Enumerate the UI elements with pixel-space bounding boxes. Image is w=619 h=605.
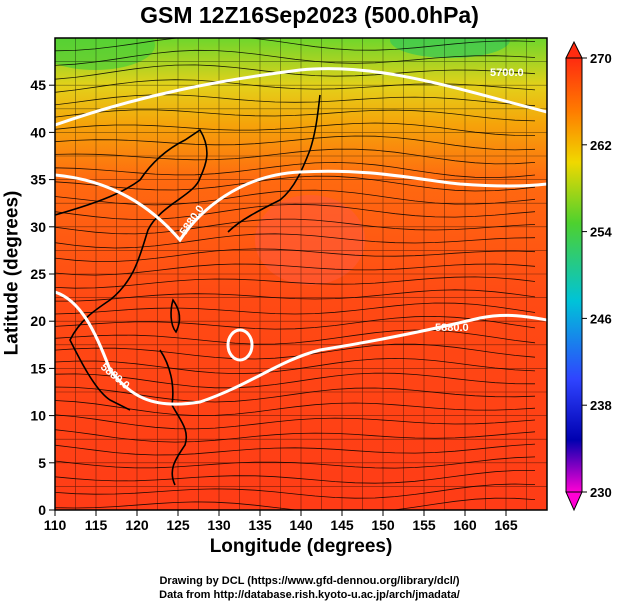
streamline: [55, 203, 536, 220]
y-tick-label: 30: [30, 219, 46, 235]
colorbar: 270 262 254 246 238 230: [565, 40, 612, 512]
streamline: [55, 302, 536, 315]
streamline: [55, 161, 536, 179]
colorbar-tick-label: 238: [590, 398, 612, 413]
coastline-japan: [227, 94, 321, 233]
contour-5880-cell: [226, 328, 254, 362]
cold-region-nw: [55, 38, 155, 70]
x-tick-label: 160: [453, 517, 477, 533]
streamline: [55, 470, 536, 484]
y-tick-label: 0: [38, 502, 46, 518]
contour-5700: [55, 67, 547, 127]
streamline: [55, 456, 536, 469]
lat-lon-grid: [55, 38, 547, 510]
streamline: [55, 329, 536, 345]
x-tick-label: 115: [85, 517, 108, 533]
y-tick-label: 5: [38, 455, 46, 471]
colorbar-tick-label: 246: [590, 311, 612, 326]
streamline: [55, 248, 536, 262]
y-tick-label: 15: [30, 360, 46, 376]
colorbar-tick-label: 262: [590, 138, 612, 153]
cold-region-ne: [390, 38, 510, 58]
x-tick-label: 120: [125, 517, 149, 533]
x-axis: 110 115 120 125 130 135 140 145 150 155 160 165: [44, 510, 518, 533]
streamline: [55, 483, 536, 499]
warm-anomaly: [255, 195, 365, 285]
y-axis-label: Latitude (degrees): [1, 190, 23, 356]
streamline: [55, 109, 536, 122]
streamline: [55, 94, 536, 107]
x-tick-label: 140: [289, 517, 313, 533]
colorbar-tick-label: 230: [590, 485, 612, 500]
credit-drawing: Drawing by DCL (https://www.gfd-dennou.o…: [159, 575, 460, 587]
streamline: [55, 289, 536, 302]
streamline: [55, 175, 536, 192]
x-tick-label: 125: [166, 517, 190, 533]
y-tick-label: 20: [30, 313, 46, 329]
x-tick-label: 165: [494, 517, 518, 533]
streamline: [55, 429, 536, 443]
chart-title: GSM 12Z16Sep2023 (500.0hPa): [140, 2, 479, 28]
contour-label-5700: 5700.0: [490, 67, 524, 79]
streamline: [55, 79, 536, 93]
streamline: [55, 414, 536, 430]
x-axis-label: Longitude (degrees): [209, 536, 393, 557]
streamline: [55, 386, 536, 403]
streamline: [55, 38, 536, 52]
streamline: [55, 263, 536, 276]
streamline: [55, 148, 536, 165]
contour-label-5880-b: 5880.0: [435, 322, 469, 334]
x-tick-label: 110: [44, 517, 67, 533]
y-tick-label: 40: [30, 124, 46, 140]
coastline-philippines: [159, 349, 188, 486]
wind-streamlines: [55, 38, 536, 510]
x-tick-label: 145: [330, 517, 354, 533]
y-tick-label: 45: [30, 77, 46, 93]
coastline-taiwan: [170, 298, 181, 334]
colorbar-tick-label: 270: [590, 51, 612, 66]
streamline: [55, 233, 536, 249]
contour-5880-north: [55, 169, 547, 243]
x-tick-label: 130: [207, 517, 231, 533]
streamline: [55, 497, 536, 510]
streamline: [55, 135, 536, 151]
colorbar-tick-label: 254: [590, 225, 612, 240]
streamline: [55, 189, 536, 206]
credit-data: Data from http://database.rish.kyoto-u.a…: [159, 589, 460, 601]
streamline: [55, 276, 536, 289]
x-tick-label: 155: [412, 517, 436, 533]
streamline: [55, 357, 536, 375]
contour-5880-south: [55, 290, 547, 406]
streamline: [55, 372, 536, 389]
colorbar-gradient: [565, 57, 583, 493]
colorbar-min-arrow: [565, 491, 583, 512]
y-axis: 0 5 10 15 20 25 30 35 40 45: [30, 77, 55, 518]
streamline: [55, 343, 536, 360]
coastline-asia: [55, 128, 208, 411]
x-tick-label: 150: [371, 517, 395, 533]
streamline: [55, 315, 536, 330]
streamline: [55, 122, 536, 136]
y-tick-label: 10: [30, 408, 46, 424]
y-tick-label: 25: [30, 266, 46, 282]
streamline: [55, 443, 536, 456]
y-tick-label: 35: [30, 172, 46, 188]
streamline: [55, 49, 536, 66]
colorbar-max-arrow: [565, 40, 583, 59]
streamline: [55, 218, 536, 235]
streamline: [55, 400, 536, 416]
x-tick-label: 135: [248, 517, 272, 533]
